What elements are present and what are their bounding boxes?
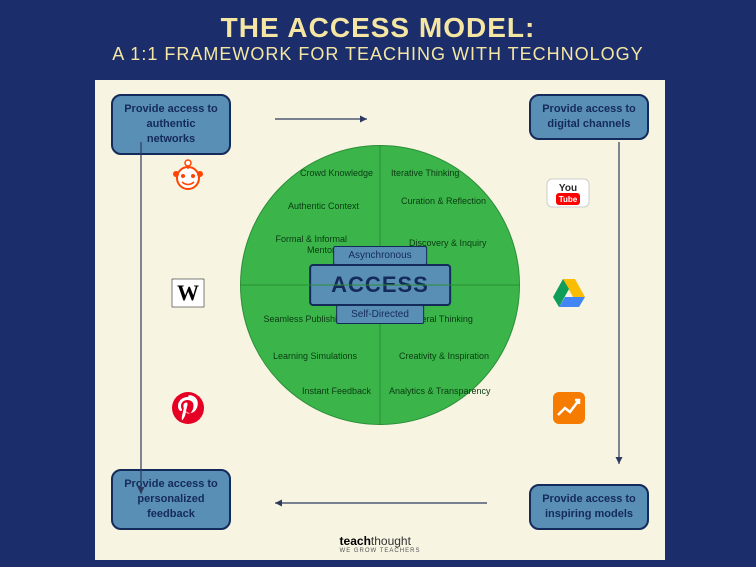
- title-block: THE ACCESS MODEL: A 1:1 FRAMEWORK FOR TE…: [0, 0, 756, 69]
- title-sub: A 1:1 FRAMEWORK FOR TEACHING WITH TECHNO…: [0, 44, 756, 65]
- svg-text:You: You: [559, 183, 577, 194]
- title-main: THE ACCESS MODEL:: [0, 12, 756, 44]
- corner-box-inspiring-models: Provide access to inspiring models: [529, 484, 649, 530]
- center-stack: Asynchronous ACCESS Self-Directed: [309, 246, 451, 324]
- access-circle: Crowd Knowledge Authentic Context Formal…: [240, 145, 520, 425]
- google-analytics-icon: [551, 390, 587, 426]
- arrow-right: [613, 142, 625, 477]
- corner-line1: Provide access to: [542, 493, 636, 505]
- seg-creativity: Creativity & Inspiration: [399, 351, 509, 362]
- arrow-bottom: [275, 496, 495, 514]
- brand-rest: thought: [371, 534, 411, 548]
- google-drive-icon: [551, 275, 587, 311]
- seg-feedback: Instant Feedback: [261, 386, 371, 397]
- attribution: teachthought WE GROW TEACHERS: [340, 534, 421, 554]
- reddit-icon: [170, 158, 206, 194]
- seg-crowd-knowledge: Crowd Knowledge: [263, 168, 373, 179]
- youtube-icon: YouTube: [546, 175, 590, 211]
- corner-box-digital-channels: Provide access to digital channels: [529, 94, 649, 140]
- wikipedia-icon: W: [170, 275, 206, 311]
- svg-text:W: W: [177, 280, 199, 305]
- corner-line2: authentic networks: [147, 118, 196, 145]
- arrow-left: [135, 142, 147, 507]
- pinterest-icon: [170, 390, 206, 426]
- svg-text:Tube: Tube: [559, 195, 578, 204]
- brand-tagline: WE GROW TEACHERS: [340, 548, 421, 554]
- corner-line1: Provide access to: [124, 103, 218, 115]
- access-label: ACCESS: [309, 264, 451, 306]
- pill-asynchronous: Asynchronous: [333, 246, 426, 265]
- seg-curation: Curation & Reflection: [401, 196, 511, 207]
- corner-line2: inspiring models: [545, 508, 633, 520]
- corner-line2: personalized feedback: [137, 493, 204, 520]
- seg-authentic-context: Authentic Context: [249, 201, 359, 212]
- arrow-top: [275, 112, 375, 130]
- corner-line2: digital channels: [547, 118, 630, 130]
- pill-self-directed: Self-Directed: [336, 305, 424, 324]
- seg-simulations: Learning Simulations: [247, 351, 357, 362]
- corner-box-personalized-feedback: Provide access to personalized feedback: [111, 469, 231, 530]
- seg-iterative: Iterative Thinking: [391, 168, 501, 179]
- corner-line1: Provide access to: [542, 103, 636, 115]
- seg-analytics: Analytics & Transparency: [389, 386, 499, 397]
- brand-strong: teach: [340, 534, 371, 548]
- diagram-canvas: Provide access to authentic networks Pro…: [95, 80, 665, 560]
- corner-box-authentic-networks: Provide access to authentic networks: [111, 94, 231, 155]
